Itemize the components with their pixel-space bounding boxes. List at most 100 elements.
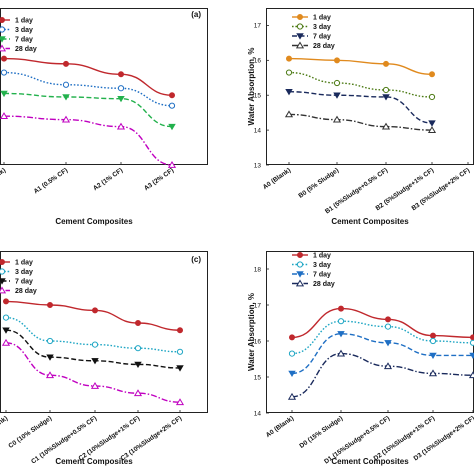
category-label: A1 (0.5% CF) bbox=[33, 167, 70, 196]
data-point bbox=[61, 115, 71, 123]
series-line bbox=[291, 352, 474, 398]
series-2 bbox=[2, 314, 184, 355]
data-point bbox=[117, 85, 125, 92]
data-point bbox=[176, 365, 184, 372]
data-point bbox=[468, 371, 474, 379]
legend: 1 day 3 day 7 day 28 day bbox=[292, 251, 335, 288]
panel-label: (a) bbox=[191, 10, 201, 19]
data-point bbox=[116, 122, 126, 130]
data-point bbox=[91, 358, 99, 365]
legend-entry: 7 day bbox=[15, 279, 33, 286]
legend: 1 day 3 day 7 day 28 day bbox=[292, 13, 335, 50]
series-3 bbox=[2, 327, 184, 372]
data-point bbox=[90, 382, 100, 389]
legend-entry: 28 day bbox=[313, 281, 335, 288]
series-2 bbox=[285, 69, 436, 101]
plot-frame bbox=[0, 8, 208, 165]
series-1 bbox=[285, 55, 435, 78]
category-label: B3 (5%Sludge+2% CF) bbox=[410, 167, 471, 212]
legend: 1 day 3 day 7 day 28 day bbox=[0, 259, 37, 295]
data-point bbox=[47, 301, 54, 308]
legend-entry: 1 day bbox=[313, 15, 331, 22]
data-point bbox=[288, 370, 296, 377]
y-tick-label: 14 bbox=[254, 127, 262, 134]
y-axis-title: Water Absorption, % bbox=[247, 47, 256, 125]
category-label: C0 (10% Sludge) bbox=[7, 415, 53, 450]
legend-marker bbox=[296, 13, 303, 20]
series-line bbox=[288, 113, 433, 131]
legend-marker bbox=[295, 41, 305, 49]
series-4 bbox=[284, 110, 437, 134]
y-axis-title: Water Absorption, % bbox=[247, 293, 256, 371]
y-tick-label: 15 bbox=[254, 374, 262, 381]
data-point bbox=[288, 334, 295, 341]
data-point bbox=[429, 332, 436, 339]
y-tick-label: 17 bbox=[254, 23, 262, 30]
series-line bbox=[5, 329, 181, 369]
data-point bbox=[285, 69, 293, 76]
data-point bbox=[428, 120, 436, 127]
data-point bbox=[429, 337, 437, 345]
series-3 bbox=[285, 89, 436, 127]
legend-entry: 1 day bbox=[15, 18, 33, 25]
category-label: A3 (2% CF) bbox=[143, 167, 175, 192]
legend-entry: 28 day bbox=[15, 46, 37, 53]
data-point bbox=[470, 334, 474, 341]
legend-entry: 28 day bbox=[15, 288, 37, 295]
legend-entry: 3 day bbox=[313, 262, 331, 269]
data-point bbox=[167, 161, 177, 168]
series-line bbox=[291, 307, 474, 339]
data-point bbox=[428, 71, 435, 78]
data-point bbox=[469, 352, 474, 359]
data-point bbox=[428, 369, 438, 377]
category-label: A2 (1% CF) bbox=[92, 167, 124, 192]
data-point bbox=[168, 92, 175, 99]
data-point bbox=[428, 93, 436, 101]
data-point bbox=[285, 89, 293, 96]
legend-entry: 7 day bbox=[313, 34, 331, 41]
series-line bbox=[5, 342, 181, 403]
x-axis-title: Cement Composites bbox=[331, 457, 409, 466]
series-line bbox=[288, 71, 433, 98]
data-point bbox=[381, 122, 391, 130]
data-point bbox=[175, 398, 185, 406]
series-1 bbox=[1, 55, 175, 99]
series-1 bbox=[3, 298, 183, 334]
data-point bbox=[284, 110, 294, 118]
plot-frame bbox=[0, 251, 208, 413]
legend-marker bbox=[0, 44, 7, 52]
data-point bbox=[134, 361, 142, 368]
legend-entry: 1 day bbox=[313, 253, 331, 260]
data-point bbox=[134, 319, 141, 326]
category-label: A0 (Blank) bbox=[0, 167, 7, 191]
y-tick-label: 14 bbox=[254, 410, 262, 417]
x-axis-title: Cement Composites bbox=[331, 217, 409, 226]
legend-marker bbox=[296, 261, 304, 268]
x-axis-title: Cement Composites bbox=[55, 217, 133, 226]
data-point bbox=[383, 362, 393, 370]
legend: 1 day 3 day 7 day 28 day bbox=[0, 17, 37, 53]
series-line bbox=[3, 115, 173, 166]
data-point bbox=[288, 350, 296, 357]
data-point bbox=[427, 126, 437, 134]
legend-entry: 1 day bbox=[15, 260, 33, 267]
category-label: A0 (Blank) bbox=[262, 167, 292, 191]
category-label: D0 (15% Sludge) bbox=[298, 415, 344, 450]
series-1 bbox=[288, 305, 474, 341]
data-point bbox=[285, 55, 292, 62]
legend-marker bbox=[0, 286, 7, 294]
legend-marker bbox=[296, 251, 303, 258]
category-label: A0 (Blank) bbox=[265, 415, 295, 439]
data-point bbox=[384, 323, 392, 330]
plot-frame bbox=[266, 8, 474, 165]
data-point bbox=[92, 307, 99, 314]
data-point bbox=[117, 96, 125, 103]
data-point bbox=[287, 392, 297, 400]
y-tick-label: 16 bbox=[254, 338, 262, 345]
data-point bbox=[176, 348, 184, 355]
y-tick-label: 18 bbox=[254, 266, 262, 273]
data-point bbox=[134, 345, 142, 352]
chart-panel-2: A0 (Blank) B0 (5% Sludge)B1 (5%Sludge+0.5… bbox=[247, 8, 474, 226]
series-line bbox=[3, 71, 173, 107]
